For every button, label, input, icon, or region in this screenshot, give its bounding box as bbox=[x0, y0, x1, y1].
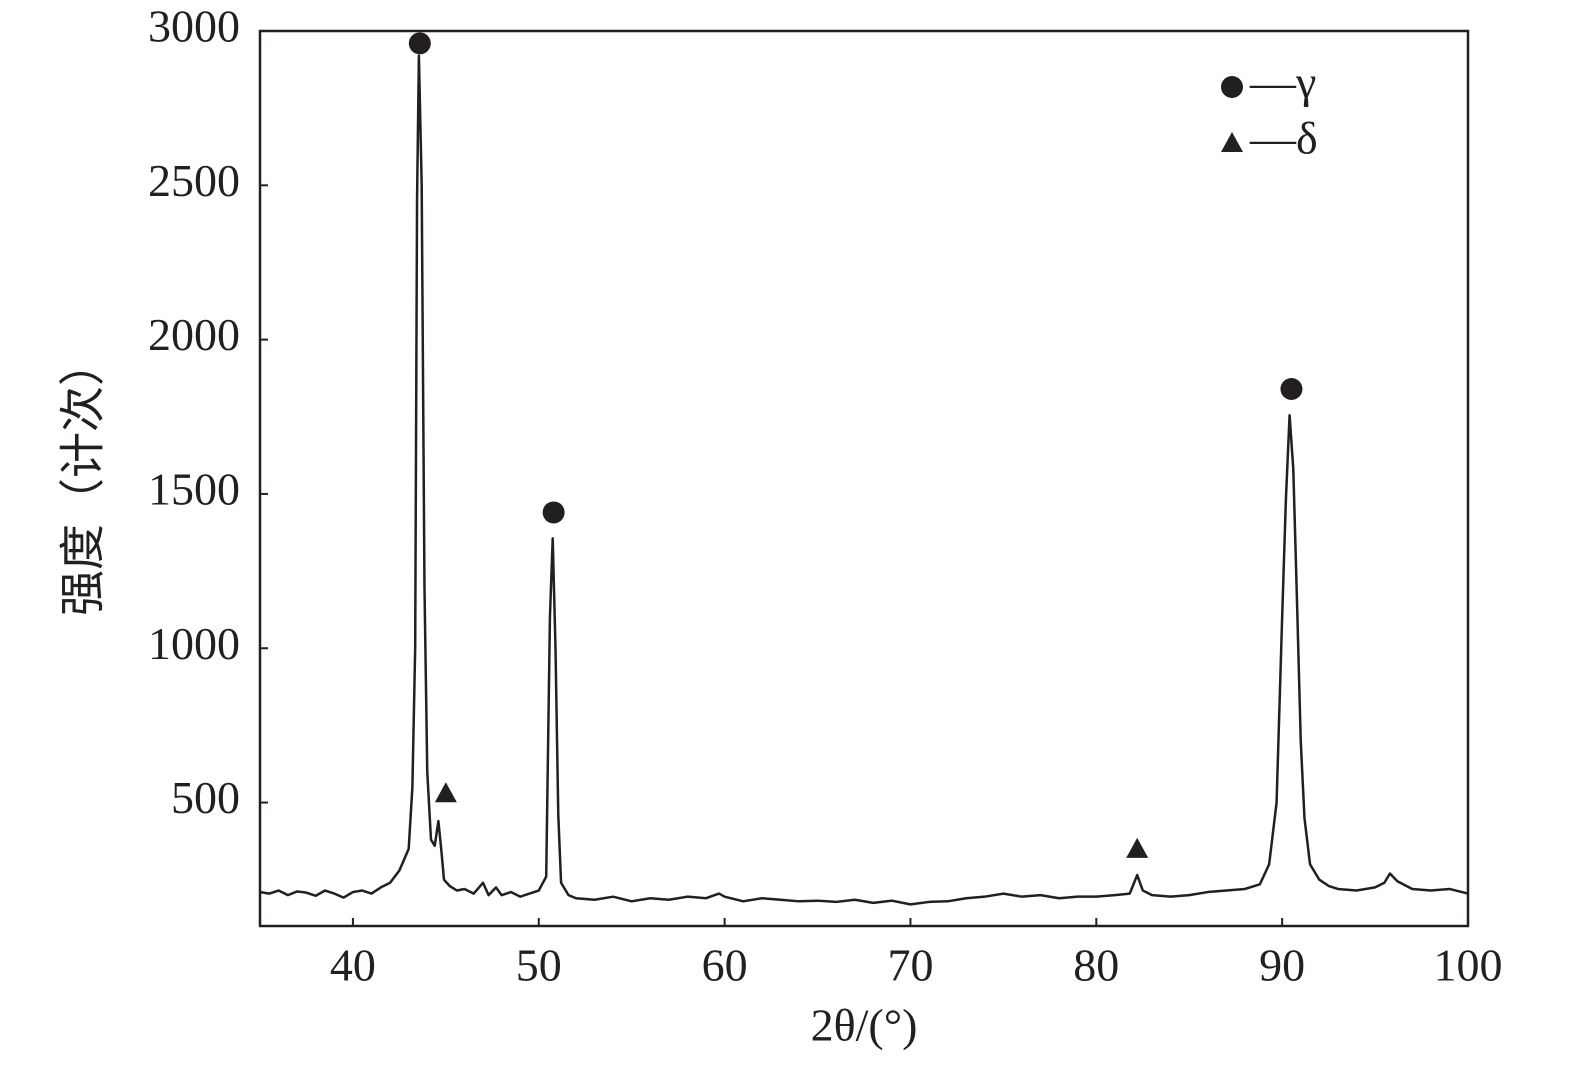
marker-circle bbox=[1280, 378, 1303, 400]
y-axis-label: 强度（计次） bbox=[58, 340, 109, 616]
x-tick-label: 100 bbox=[1434, 940, 1503, 991]
x-tick-label: 90 bbox=[1259, 940, 1305, 991]
xrd-line bbox=[259, 54, 1469, 906]
marker-triangle bbox=[1126, 837, 1149, 858]
marker-circle bbox=[1221, 76, 1243, 98]
marker-triangle bbox=[1221, 132, 1243, 152]
legend-label: —γ bbox=[1249, 57, 1316, 108]
x-tick-label: 70 bbox=[887, 940, 933, 991]
plot-frame bbox=[258, 29, 1470, 928]
x-tick-label: 60 bbox=[702, 940, 748, 991]
marker-circle bbox=[542, 501, 565, 524]
y-tick-label: 2500 bbox=[148, 155, 240, 206]
x-axis-label: 2θ/(°) bbox=[811, 1000, 918, 1051]
y-tick-label: 3000 bbox=[148, 1, 240, 52]
marker-circle bbox=[408, 32, 431, 55]
legend-label: —δ bbox=[1249, 113, 1318, 164]
y-tick-label: 2000 bbox=[148, 309, 240, 360]
y-tick-label: 1000 bbox=[148, 618, 240, 669]
y-tick-label: 1500 bbox=[148, 463, 240, 514]
x-tick-label: 50 bbox=[516, 940, 562, 991]
marker-triangle bbox=[434, 782, 457, 803]
x-tick-label: 80 bbox=[1073, 940, 1119, 991]
x-tick-label: 40 bbox=[330, 940, 376, 991]
y-tick-label: 500 bbox=[171, 772, 240, 823]
